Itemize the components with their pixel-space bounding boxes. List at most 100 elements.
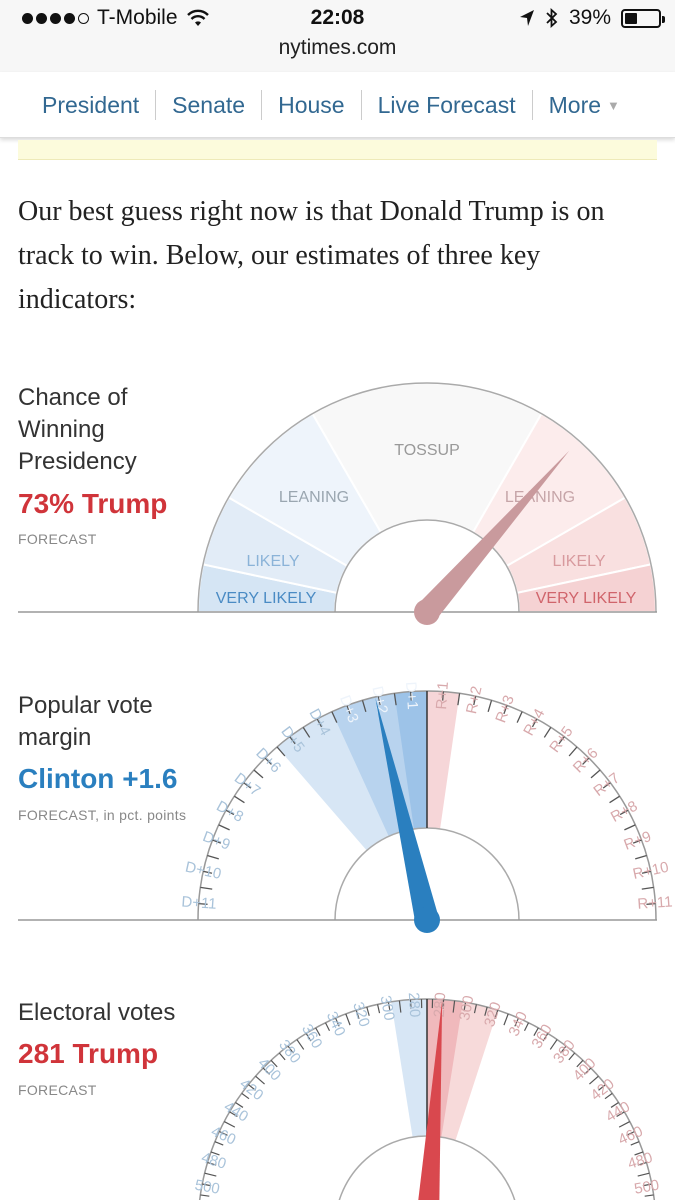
electoral-tick [255, 1075, 265, 1085]
chance-zone-label: VERY LIKELY [216, 590, 317, 607]
electoral-tick [634, 1151, 644, 1156]
electoral-tick [305, 1033, 312, 1042]
popular-tick-label: R+9 [622, 828, 654, 854]
electoral-tick-label: 400 [254, 1055, 284, 1085]
electoral-tick [219, 1130, 228, 1136]
electoral-tick [262, 1067, 270, 1075]
popular-tick [410, 691, 412, 701]
electoral-tick-label: 400 [570, 1055, 600, 1085]
electoral-tick-label: 420 [588, 1075, 618, 1104]
electoral-tick [560, 1045, 567, 1054]
electoral-tick-label: 280 [431, 992, 449, 1018]
popular-tick [487, 700, 493, 712]
battery-icon [621, 8, 665, 28]
clock: 22:08 [310, 6, 365, 29]
electoral-tick-label: 320 [481, 1000, 505, 1029]
electoral-tick [223, 1121, 236, 1128]
chance-zone-label: TOSSUP [394, 442, 460, 459]
popular-tick [264, 757, 272, 765]
electoral-tick [473, 1004, 478, 1014]
popular-tick [243, 782, 252, 789]
popular-tick [558, 736, 565, 745]
electoral-tick [494, 1010, 499, 1019]
electoral-tick [345, 1013, 351, 1026]
popular-tick [646, 903, 656, 905]
electoral-sub: FORECAST [18, 1082, 97, 1098]
electoral-tick-label: 480 [626, 1149, 655, 1173]
popular-tick [619, 809, 629, 816]
popular-tick [442, 691, 444, 701]
electoral-tick [576, 1059, 584, 1068]
popular-tick [609, 795, 620, 804]
chance-sub: FORECAST [18, 531, 97, 547]
bluetooth-icon [546, 7, 558, 29]
nav-tab-senate[interactable]: Senate [156, 89, 263, 120]
nav-tab-president[interactable]: President [26, 89, 157, 120]
electoral-tick [584, 1067, 592, 1075]
electoral-needle [418, 1000, 443, 1200]
popular-tick [361, 700, 367, 712]
electoral-tick [642, 1183, 652, 1187]
popular-value: Clinton +1.6 [18, 763, 178, 794]
popular-tick [331, 711, 338, 723]
popular-tick [289, 736, 296, 745]
popular-tick [602, 782, 611, 789]
nav-tab-house[interactable]: House [262, 89, 362, 120]
nav-more-menu[interactable]: More ▼ [548, 91, 620, 118]
electoral-tick [589, 1075, 599, 1085]
popular-tick [531, 718, 538, 728]
electoral-tick [248, 1084, 256, 1091]
address-url[interactable]: nytimes.com [278, 36, 397, 59]
popular-tick [316, 718, 323, 728]
popular-inner [334, 827, 520, 921]
electoral-tick [278, 1052, 286, 1061]
popular-tick [641, 870, 651, 874]
popular-tick [234, 795, 245, 804]
electoral-tick [626, 1130, 635, 1136]
popular-tick-label: R+11 [637, 893, 673, 912]
signal-strength-icon [22, 12, 89, 24]
electoral-tick [644, 1194, 654, 1197]
electoral-tick [533, 1027, 539, 1037]
electoral-tick [409, 999, 412, 1009]
electoral-tick [315, 1027, 321, 1037]
popular-tick [276, 746, 286, 757]
popular-tick [457, 693, 461, 706]
popular-tick [503, 705, 508, 715]
electoral-tick [568, 1052, 576, 1061]
popular-tick-label: D+11 [181, 893, 217, 912]
chance-zone-label: LIKELY [246, 553, 299, 570]
popular-tick [632, 839, 642, 844]
nav-tab-live-forecast[interactable]: Live Forecast [362, 89, 533, 120]
popular-needle [375, 697, 439, 923]
electoral-tick [202, 1183, 212, 1187]
electoral-tick [241, 1092, 250, 1100]
popular-tick [302, 727, 311, 738]
electoral-tick-label: 380 [550, 1037, 579, 1067]
electoral-tick [604, 1092, 613, 1100]
popular-tick [543, 727, 552, 738]
popular-tick-label: R+10 [631, 859, 670, 883]
popular-tick [624, 824, 636, 831]
electoral-tick [637, 1172, 650, 1177]
electoral-tick-label: 320 [349, 1000, 373, 1029]
wifi-icon [186, 9, 209, 26]
electoral-tick [355, 1010, 360, 1019]
popular-tick [207, 854, 219, 860]
electoral-tick [637, 1161, 647, 1166]
popular-tick [568, 746, 578, 757]
electoral-tick [235, 1102, 244, 1108]
popular-tick [582, 757, 590, 765]
electoral-tick [542, 1033, 549, 1042]
popular-tick-label: R+8 [608, 798, 641, 826]
electoral-tick-label: 300 [377, 994, 398, 1022]
popular-tick [218, 824, 230, 831]
electoral-tick [549, 1039, 558, 1050]
popular-tick-label: D+8 [213, 798, 246, 826]
electoral-band-dem [391, 999, 427, 1138]
electoral-tick [618, 1121, 631, 1128]
electoral-tick [324, 1022, 331, 1032]
chance-inner [334, 519, 520, 613]
electoral-label: Electoral votes [18, 999, 176, 1026]
